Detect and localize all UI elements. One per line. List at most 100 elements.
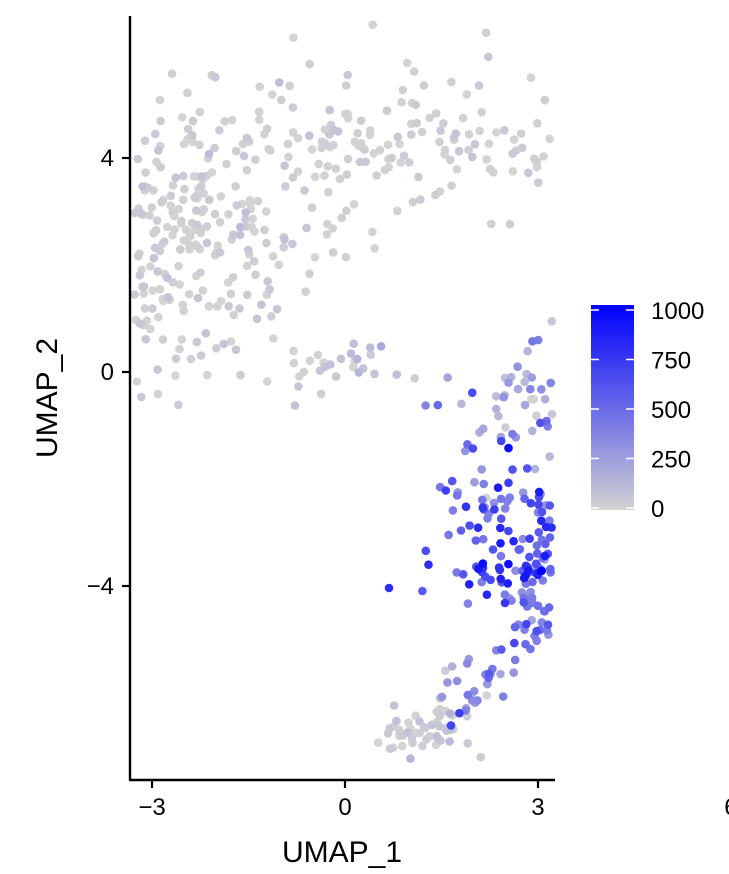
data-point [178,300,188,310]
data-point [435,137,444,147]
data-point [446,155,455,165]
data-point [179,171,188,181]
data-point [474,81,484,90]
data-point [486,575,495,585]
data-point [470,140,480,149]
data-point [226,289,236,299]
data-point [482,691,492,700]
data-point [496,669,505,679]
data-point [458,570,468,579]
data-point [260,225,269,235]
data-point [197,181,206,191]
data-point [288,103,298,112]
data-point [500,504,510,513]
data-point [249,256,259,266]
data-point [415,717,424,726]
data-point [483,514,492,523]
data-point [525,552,534,562]
data-point [171,173,180,182]
data-point [181,225,191,234]
data-point [162,222,172,232]
data-point [445,709,455,718]
data-point [224,210,233,219]
data-point [324,187,333,197]
data-point [215,126,224,135]
data-point [166,201,175,210]
data-point [478,495,487,505]
data-point [534,528,544,537]
data-point [384,583,394,593]
data-point [152,216,162,225]
data-point [475,126,484,136]
data-point [349,200,359,209]
data-point [307,203,317,212]
data-point [263,277,272,286]
data-point [421,546,431,556]
data-point [289,346,298,356]
data-point [175,280,184,289]
data-point [293,133,303,143]
data-point [262,124,272,134]
scatter-points [130,20,557,763]
data-point [511,566,520,575]
data-point [490,505,499,514]
data-point [482,590,492,599]
data-point [193,293,203,303]
data-point [510,622,520,632]
data-point [242,133,251,143]
data-point [533,601,543,611]
data-point [166,191,176,201]
data-point [522,464,532,473]
data-point [151,225,161,235]
y-tick-label: 4 [101,145,114,172]
data-point [457,399,466,409]
data-point [452,491,462,500]
data-point [320,139,330,148]
data-point [540,394,550,404]
data-point [202,370,212,380]
data-point [537,516,546,525]
data-point [212,344,221,353]
data-point [285,81,294,91]
data-point [322,230,332,239]
data-point [399,151,409,160]
data-point [527,593,537,603]
data-point [158,335,168,344]
data-point [534,500,543,509]
data-point [417,127,427,137]
data-point [496,436,506,446]
data-point [175,344,184,354]
data-point [516,129,526,138]
data-point [305,269,314,279]
data-point [491,392,501,401]
data-point [232,146,241,156]
data-point [267,312,276,321]
data-point [534,178,543,187]
data-point [434,722,444,731]
data-point [537,385,546,394]
data-point [365,130,375,140]
data-point [464,145,473,155]
data-point [458,113,468,123]
data-point [302,223,311,233]
data-point [183,88,192,98]
data-point [139,282,149,292]
data-point [478,424,488,434]
data-point [202,238,212,248]
data-point [525,534,534,543]
data-point [493,483,503,493]
data-point [393,206,402,216]
data-point [245,196,255,205]
data-point [478,559,488,568]
data-point [462,659,472,668]
data-point [532,541,542,550]
data-point [162,273,172,283]
data-point [521,571,530,581]
data-point [279,242,289,252]
data-point [210,209,220,219]
data-point [510,655,520,665]
data-point [154,146,163,155]
data-point [463,599,473,608]
data-point [177,216,186,226]
data-point [323,161,333,171]
